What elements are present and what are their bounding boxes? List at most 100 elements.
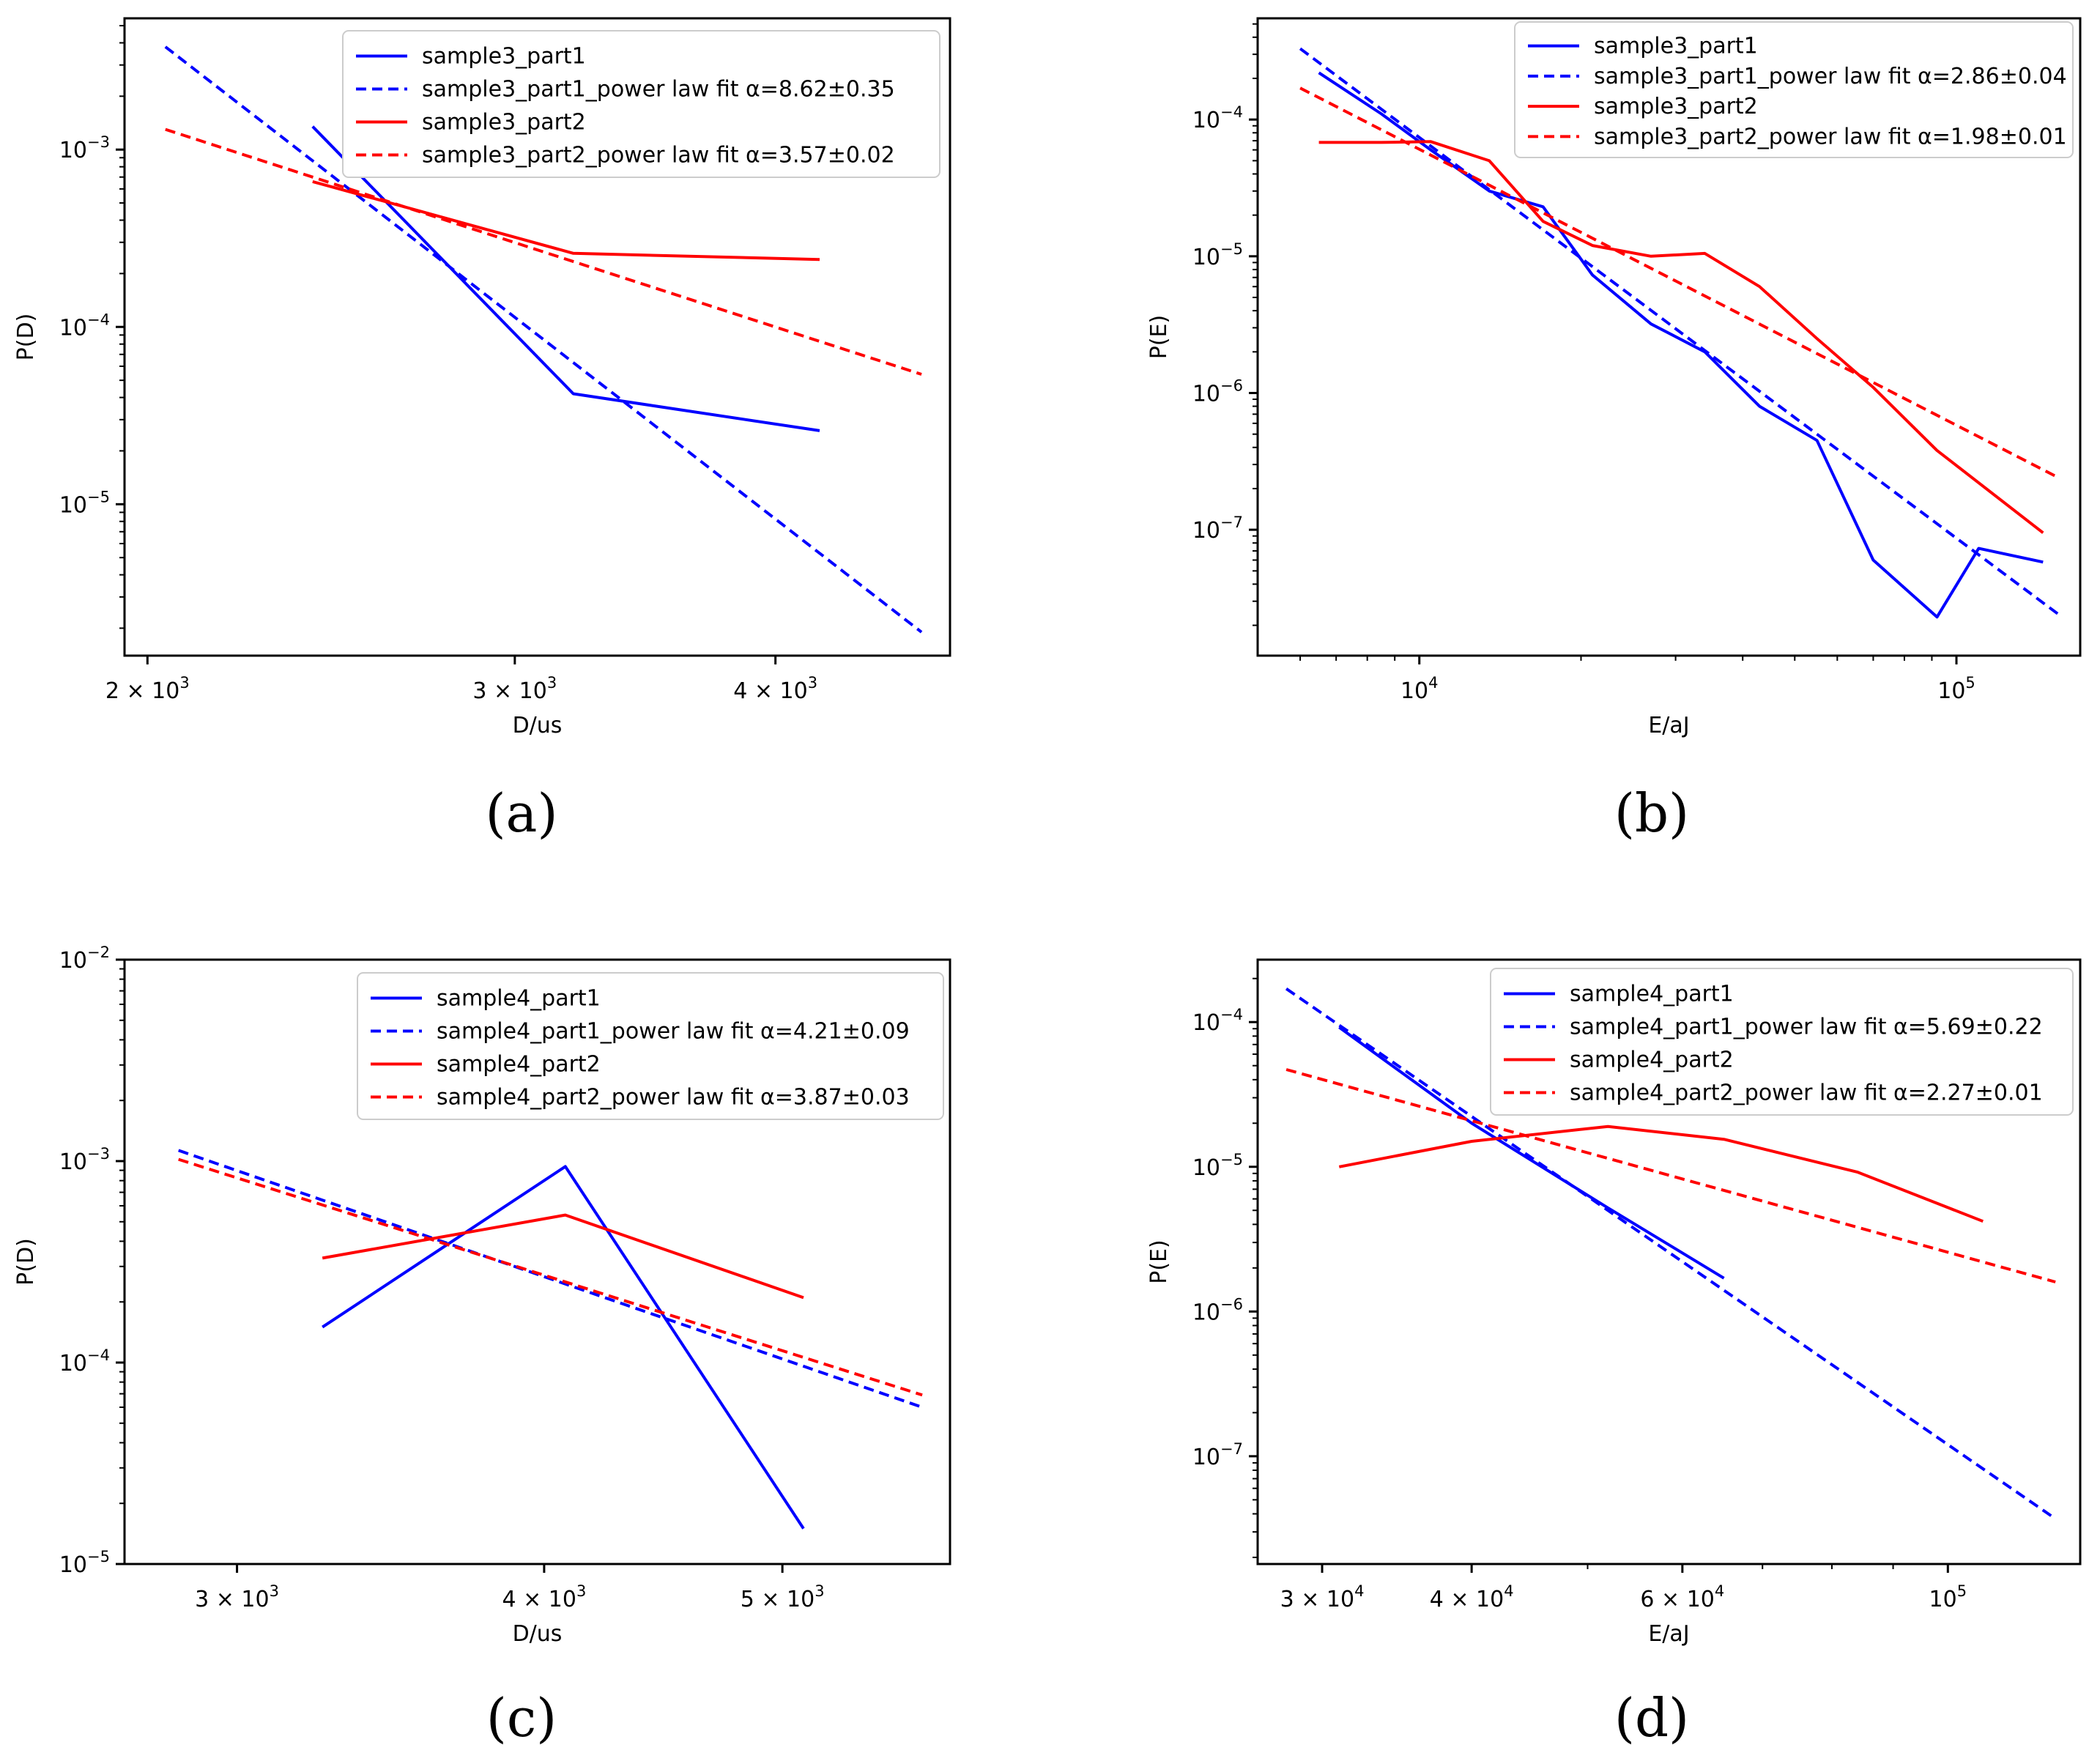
legend-entry-label: sample4_part1_power law fit α=5.69±0.22 — [1570, 1015, 2043, 1040]
x-axis-label: E/aJ — [1648, 1621, 1689, 1647]
panel-label: (d) — [1614, 1687, 1689, 1749]
panel-label: (b) — [1614, 782, 1689, 844]
x-tick-label-exponent: 5 — [1957, 1582, 1967, 1600]
y-tick-label-exponent: −7 — [1220, 1440, 1243, 1458]
y-tick-label: 10−3 — [59, 133, 110, 163]
series-line-sample3-part2-power-law-fit-1-98-0-01 — [1299, 86, 2060, 479]
y-tick-label-mantissa: 10 — [1192, 245, 1220, 270]
y-tick-label: 10−3 — [59, 1145, 110, 1175]
x-tick-label: 3 × 104 — [1280, 1582, 1365, 1612]
series-line-sample3-part2-power-law-fit-3-57-0-02 — [165, 127, 922, 376]
legend-entry-label: sample3_part1_power law fit α=2.86±0.04 — [1594, 64, 2067, 89]
x-tick-label-exponent: 4 — [1354, 1582, 1364, 1600]
y-tick-label-mantissa: 10 — [1192, 381, 1220, 407]
plot-frame — [123, 958, 951, 1565]
legend-box — [1514, 21, 2074, 158]
x-tick-label-mantissa: 4 × 10 — [502, 1587, 576, 1612]
series-line-sample4-part2 — [1338, 1124, 1984, 1223]
y-tick-label-mantissa: 10 — [1192, 108, 1220, 133]
x-tick-label: 2 × 103 — [105, 674, 190, 704]
y-tick-label-mantissa: 10 — [1192, 1445, 1220, 1470]
x-tick-label-mantissa: 4 × 10 — [733, 678, 807, 704]
y-tick-label-exponent: −4 — [1220, 103, 1243, 121]
legend-entry-label: sample4_part1 — [437, 986, 601, 1012]
x-tick-label-exponent: 3 — [815, 1582, 824, 1600]
y-tick-label: 10−5 — [59, 1548, 110, 1578]
legend-box — [1490, 968, 2074, 1116]
legend-entry-label: sample3_part1 — [1594, 34, 1758, 59]
series-line-sample4-part1-power-law-fit-4-21-0-09 — [178, 1149, 923, 1409]
legend: sample3_part1 sample3_part1_power law fit… — [342, 30, 940, 178]
x-axis-label: E/aJ — [1648, 713, 1689, 738]
x-tick-label-exponent: 3 — [808, 674, 817, 692]
y-tick-label-mantissa: 10 — [59, 492, 87, 518]
y-tick-label-mantissa: 10 — [59, 1149, 87, 1175]
series-line-sample4-part1 — [1338, 1026, 1725, 1280]
y-tick-label-mantissa: 10 — [59, 948, 87, 974]
legend: sample4_part1 sample4_part1_power law fit… — [1490, 968, 2074, 1116]
y-tick-label-exponent: −4 — [87, 311, 110, 328]
y-tick-label-exponent: −5 — [1220, 240, 1243, 258]
y-tick-label-exponent: −4 — [1220, 1006, 1243, 1023]
x-tick-label-exponent: 5 — [1965, 674, 1975, 692]
x-tick-label-mantissa: 6 × 10 — [1640, 1587, 1714, 1612]
x-tick-label: 6 × 104 — [1640, 1582, 1724, 1612]
y-tick-label-exponent: −6 — [1220, 377, 1243, 394]
legend-entry-label: sample3_part2 — [1594, 94, 1758, 119]
legend-entry-label: sample3_part1 — [422, 44, 586, 70]
y-tick-label-exponent: −2 — [87, 944, 110, 961]
x-tick-label: 4 × 104 — [1430, 1582, 1514, 1612]
y-tick-label-exponent: −6 — [1220, 1295, 1243, 1313]
legend-box — [357, 972, 944, 1120]
x-tick-label-exponent: 3 — [179, 674, 189, 692]
y-tick-label-mantissa: 10 — [1192, 1155, 1220, 1181]
panel-label: (a) — [485, 782, 557, 844]
legend-entry-label: sample3_part1_power law fit α=8.62±0.35 — [422, 77, 895, 103]
x-tick-label: 105 — [1929, 1582, 1967, 1612]
legend-entry-label: sample3_part2_power law fit α=1.98±0.01 — [1594, 124, 2067, 149]
x-tick-label: 104 — [1400, 674, 1439, 704]
y-axis-label: P(D) — [13, 1238, 39, 1286]
y-tick-label: 10−4 — [1192, 103, 1243, 133]
series-line-sample3-part1-power-law-fit-2-86-0-04 — [1299, 47, 2060, 616]
y-axis-label: P(D) — [13, 314, 39, 361]
legend-entry-label: sample4_part2 — [437, 1052, 601, 1078]
y-tick-label-mantissa: 10 — [1192, 1300, 1220, 1325]
x-tick-label-exponent: 4 — [1428, 674, 1438, 692]
x-tick-label-exponent: 4 — [1504, 1582, 1513, 1600]
x-tick-label-exponent: 3 — [547, 674, 557, 692]
y-tick-label-mantissa: 10 — [59, 315, 87, 341]
series-line-sample4-part1 — [322, 1165, 805, 1530]
series-line-sample4-part2 — [322, 1213, 804, 1300]
plot-frame — [1256, 17, 2082, 657]
series-line-sample4-part1-power-law-fit-5-69-0-22 — [1285, 987, 2057, 1520]
plot-frame — [1256, 958, 2082, 1565]
x-tick-label: 3 × 103 — [472, 674, 557, 704]
panel-label: (c) — [486, 1687, 557, 1749]
x-tick-label: 4 × 103 — [733, 674, 817, 704]
legend-entry-label: sample4_part2 — [1570, 1048, 1734, 1073]
panel-c: 10−510−410−310−23 × 103 4 × 103 5 × 103D/u… — [13, 944, 951, 1749]
y-axis-label: P(E) — [1146, 315, 1172, 359]
x-axis-label: D/us — [513, 1621, 563, 1647]
y-tick-label-mantissa: 10 — [59, 138, 87, 163]
y-tick-label-mantissa: 10 — [59, 1351, 87, 1376]
x-tick-label-mantissa: 10 — [1929, 1587, 1957, 1612]
y-tick-label-exponent: −3 — [87, 1145, 110, 1163]
y-tick-label-exponent: −5 — [87, 1548, 110, 1565]
x-tick-label-mantissa: 2 × 10 — [105, 678, 179, 704]
y-tick-label: 10−5 — [59, 488, 110, 518]
y-tick-label: 10−5 — [1192, 240, 1243, 270]
legend-entry-label: sample3_part2 — [422, 110, 586, 136]
y-tick-label: 10−2 — [59, 944, 110, 974]
series-line-sample3-part1 — [311, 125, 820, 432]
x-tick-label-mantissa: 5 × 10 — [741, 1587, 815, 1612]
legend-entry-label: sample4_part1_power law fit α=4.21±0.09 — [437, 1019, 910, 1045]
x-tick-label-mantissa: 4 × 10 — [1430, 1587, 1504, 1612]
series-line-sample4-part2-power-law-fit-3-87-0-03 — [178, 1157, 923, 1397]
x-tick-label-mantissa: 10 — [1937, 678, 1965, 704]
x-tick-label: 4 × 103 — [502, 1582, 586, 1612]
